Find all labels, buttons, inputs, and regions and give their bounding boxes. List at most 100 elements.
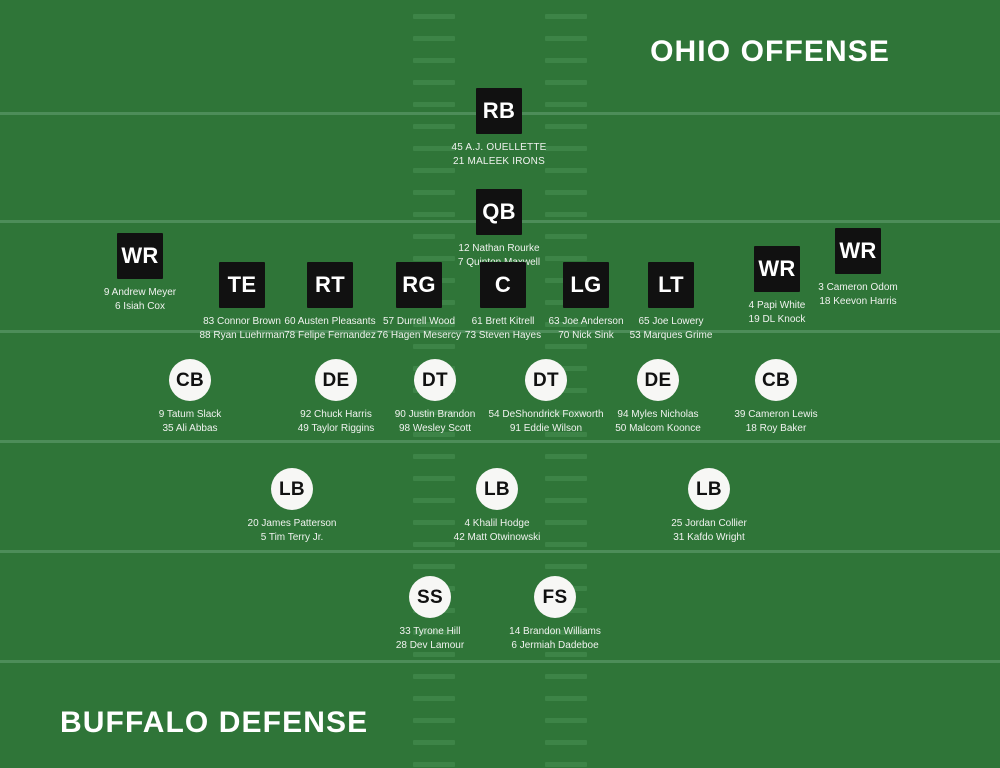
player-names: 9 Andrew Meyer 6 Isiah Cox [104, 286, 176, 313]
starter-name: 92 Chuck Harris [300, 409, 372, 420]
backup-name: 6 Isiah Cox [114, 300, 165, 312]
backup-name: 31 Kafdo Wright [673, 531, 745, 543]
backup-name: 78 Felipe Fernandez [284, 329, 376, 341]
position-badge: WR [754, 246, 800, 292]
backup-name: 6 Jermiah Dadeboe [511, 639, 599, 651]
hash-mark [413, 80, 455, 85]
backup-name: 53 Marques Grime [629, 329, 713, 341]
player-card-wr[interactable]: WR 9 Andrew Meyer 6 Isiah Cox [40, 233, 240, 313]
player-names: 57 Durrell Wood 76 Hagen Mesercy [377, 315, 461, 342]
hash-mark [545, 234, 587, 239]
player-card-te[interactable]: TE 83 Connor Brown 88 Ryan Luehrman [142, 262, 342, 342]
starter-name: 60 Austen Pleasants [284, 316, 376, 327]
player-card-lg[interactable]: LG 63 Joe Anderson 70 Nick Sink [486, 262, 686, 342]
player-names: 39 Cameron Lewis 18 Roy Baker [734, 408, 817, 435]
position-badge: DE [637, 359, 679, 401]
defense-heading: BUFFALO DEFENSE [60, 706, 369, 739]
player-names: 20 James Patterson 5 Tim Terry Jr. [248, 517, 337, 544]
player-card-lb[interactable]: LB 4 Khalil Hodge 42 Matt Otwinowski [397, 468, 597, 544]
starter-name: 14 Brandon Williams [509, 626, 601, 637]
hash-mark [545, 410, 587, 415]
backup-name: 98 Wesley Scott [398, 422, 472, 434]
hash-mark [545, 388, 587, 393]
player-names: 25 Jordan Collier 31 Kafdo Wright [671, 517, 747, 544]
player-card-de[interactable]: DE 92 Chuck Harris 49 Taylor Riggins [236, 359, 436, 435]
backup-name: 91 Eddie Wilson [509, 422, 583, 434]
yard-line [0, 550, 1000, 553]
starter-name: 63 Joe Anderson [548, 316, 624, 327]
starter-name: 61 Brett Kitrell [471, 316, 535, 327]
player-card-cb[interactable]: CB 39 Cameron Lewis 18 Roy Baker [676, 359, 876, 435]
player-names: 4 Papi White 19 DL Knock [749, 299, 806, 326]
backup-name: 5 Tim Terry Jr. [260, 531, 324, 543]
backup-name: 70 Nick Sink [558, 329, 614, 341]
player-card-dt[interactable]: DT 90 Justin Brandon 98 Wesley Scott [335, 359, 535, 435]
hash-mark [413, 542, 455, 547]
backup-name: 21 MALEEK IRONS [453, 155, 545, 167]
hash-mark [413, 58, 455, 63]
hash-mark [545, 498, 587, 503]
position-badge: DT [414, 359, 456, 401]
hash-mark [413, 102, 455, 107]
backup-name: 18 Roy Baker [745, 422, 807, 434]
player-names: 65 Joe Lowery 53 Marques Grime [630, 315, 713, 342]
hash-mark [545, 322, 587, 327]
hash-mark [413, 14, 455, 19]
position-badge: RG [396, 262, 442, 308]
player-names: 60 Austen Pleasants 78 Felipe Fernandez [284, 315, 376, 342]
starter-name: 3 Cameron Odom [818, 282, 898, 293]
player-card-wr[interactable]: WR 3 Cameron Odom 18 Keevon Harris [758, 228, 958, 308]
hash-mark [545, 58, 587, 63]
starter-name: 33 Tyrone Hill [399, 626, 461, 637]
hash-mark [545, 102, 587, 107]
hash-mark [545, 476, 587, 481]
hash-mark [413, 762, 455, 767]
player-card-rb[interactable]: RB 45 A.J. OUELLETTE 21 MALEEK IRONS [399, 88, 599, 168]
player-names: 3 Cameron Odom 18 Keevon Harris [818, 281, 897, 308]
player-names: 94 Myles Nicholas 50 Malcom Koonce [615, 408, 701, 435]
player-card-lb[interactable]: LB 25 Jordan Collier 31 Kafdo Wright [609, 468, 809, 544]
hash-mark [413, 718, 455, 723]
hash-mark [545, 454, 587, 459]
backup-name: 35 Ali Abbas [162, 422, 218, 434]
player-card-fs[interactable]: FS 14 Brandon Williams 6 Jermiah Dadeboe [455, 576, 655, 652]
position-badge: DE [315, 359, 357, 401]
hash-mark [413, 410, 455, 415]
hash-mark [545, 124, 587, 129]
position-badge: C [480, 262, 526, 308]
player-names: 54 DeShondrick Foxworth 91 Eddie Wilson [488, 408, 603, 435]
player-card-lt[interactable]: LT 65 Joe Lowery 53 Marques Grime [571, 262, 771, 342]
hash-mark [413, 146, 455, 151]
hash-mark [545, 36, 587, 41]
backup-name: 88 Ryan Luehrman [199, 329, 285, 341]
hash-mark [545, 168, 587, 173]
hash-mark [545, 630, 587, 635]
player-card-de[interactable]: DE 94 Myles Nicholas 50 Malcom Koonce [558, 359, 758, 435]
starter-name: 54 DeShondrick Foxworth [488, 409, 604, 420]
backup-name: 49 Taylor Riggins [297, 422, 375, 434]
player-card-dt[interactable]: DT 54 DeShondrick Foxworth 91 Eddie Wilson [446, 359, 646, 435]
player-card-rg[interactable]: RG 57 Durrell Wood 76 Hagen Mesercy [319, 262, 519, 342]
position-badge: LG [563, 262, 609, 308]
player-card-cb[interactable]: CB 9 Tatum Slack 35 Ali Abbas [90, 359, 290, 435]
player-card-wr[interactable]: WR 4 Papi White 19 DL Knock [677, 246, 877, 326]
position-badge: SS [409, 576, 451, 618]
player-card-lb[interactable]: LB 20 James Patterson 5 Tim Terry Jr. [192, 468, 392, 544]
starter-name: 25 Jordan Collier [671, 518, 747, 529]
hash-mark [545, 564, 587, 569]
hash-mark [545, 520, 587, 525]
hash-mark [413, 124, 455, 129]
hash-mark [545, 740, 587, 745]
yard-line [0, 330, 1000, 333]
player-card-rt[interactable]: RT 60 Austen Pleasants 78 Felipe Fernandez [230, 262, 430, 342]
player-card-c[interactable]: C 61 Brett Kitrell 73 Steven Hayes [403, 262, 603, 342]
starter-name: 12 Nathan Rourke [458, 243, 540, 254]
position-badge: WR [117, 233, 163, 279]
player-card-ss[interactable]: SS 33 Tyrone Hill 28 Dev Lamour [330, 576, 530, 652]
hash-mark [413, 36, 455, 41]
backup-name: 73 Steven Hayes [464, 329, 542, 341]
hash-mark [413, 432, 455, 437]
hash-mark [545, 212, 587, 217]
